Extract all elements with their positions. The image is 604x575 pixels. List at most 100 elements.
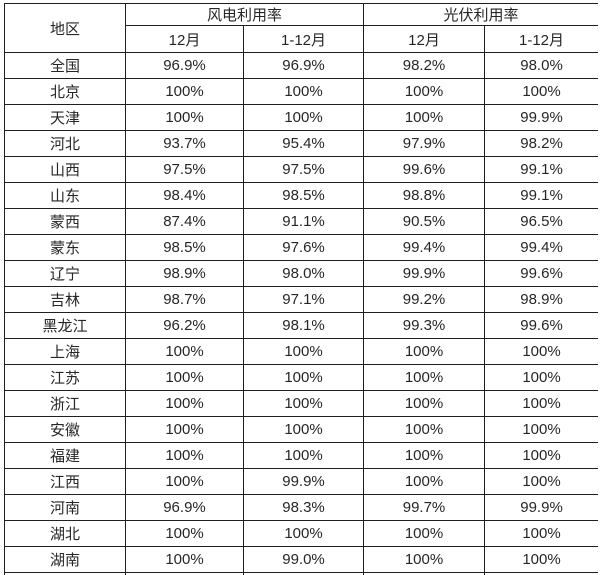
region-cell: 天津 (4, 104, 126, 131)
value-cell: 100% (242, 442, 365, 469)
table-row: 山西 97.5% 97.5% 99.6% 99.1% (4, 156, 598, 183)
value-cell: 98.4% (125, 182, 244, 209)
value-cell: 99.9% (484, 104, 598, 131)
region-cell: 蒙东 (4, 234, 126, 261)
value-cell: 99.7% (363, 494, 486, 521)
region-cell: 辽宁 (4, 260, 126, 287)
value-cell: 99.0% (242, 546, 365, 573)
region-cell: 浙江 (4, 390, 126, 417)
table-row: 江西 100% 99.9% 100% 100% (4, 468, 598, 495)
table-row: 河北 93.7% 95.4% 97.9% 98.2% (4, 130, 598, 157)
value-cell: 97.6% (242, 234, 365, 261)
table-row: 蒙西 87.4% 91.1% 90.5% 96.5% (4, 208, 598, 235)
value-cell: 98.0% (484, 52, 598, 79)
value-cell: 98.2% (484, 130, 598, 157)
value-cell: 99.9% (363, 260, 486, 287)
table-row: 天津 100% 100% 100% 99.9% (4, 104, 598, 131)
table-row: 江苏 100% 100% 100% 100% (4, 364, 598, 391)
value-cell: 100% (242, 78, 365, 105)
value-cell: 99.4% (484, 234, 598, 261)
table-row: 吉林 98.7% 97.1% 99.2% 98.9% (4, 286, 598, 313)
header-group-row: 地区 风电利用率 光伏利用率 (4, 3, 598, 53)
value-cell: 98.5% (242, 182, 365, 209)
value-cell: 100% (484, 546, 598, 573)
value-cell: 100% (125, 104, 244, 131)
table-row: 湖北 100% 100% 100% 100% (4, 520, 598, 547)
value-cell: 93.7% (125, 130, 244, 157)
region-cell: 上海 (4, 338, 126, 365)
value-cell: 100% (363, 520, 486, 547)
region-cell: 安徽 (4, 416, 126, 443)
value-cell: 100% (484, 390, 598, 417)
region-cell: 黑龙江 (4, 312, 126, 339)
value-cell: 100% (484, 442, 598, 469)
value-cell: 98.9% (484, 286, 598, 313)
value-cell: 98.8% (363, 182, 486, 209)
region-cell: 吉林 (4, 286, 126, 313)
value-cell: 100% (484, 364, 598, 391)
value-cell: 100% (125, 520, 244, 547)
value-cell: 100% (363, 442, 486, 469)
region-cell: 山西 (4, 156, 126, 183)
region-cell: 湖南 (4, 546, 126, 573)
value-cell: 100% (125, 546, 244, 573)
region-cell: 北京 (4, 78, 126, 105)
header-subcolumn-row: 12月 1-12月 12月 1-12月 (5, 25, 598, 53)
table-body: 全国 96.9% 96.9% 98.2% 98.0% 北京 100% 100% 100% 100%… (4, 52, 598, 575)
region-cell: 山东 (4, 182, 126, 209)
value-cell: 99.1% (484, 156, 598, 183)
table-row: 全国 96.9% 96.9% 98.2% 98.0% (4, 52, 598, 79)
value-cell: 95.4% (242, 130, 365, 157)
value-cell: 100% (363, 78, 486, 105)
table-row: 北京 100% 100% 100% 100% (4, 78, 598, 105)
value-cell: 100% (242, 364, 365, 391)
value-cell: 100% (363, 390, 486, 417)
value-cell: 87.4% (125, 208, 244, 235)
value-cell: 97.9% (363, 130, 486, 157)
value-cell: 97.5% (125, 156, 244, 183)
value-cell: 100% (363, 338, 486, 365)
partial-clipped-row (4, 572, 598, 575)
table-row: 湖南 100% 99.0% 100% 100% (4, 546, 598, 573)
value-cell: 100% (125, 78, 244, 105)
table-row: 黑龙江 96.2% 98.1% 99.3% 99.6% (4, 312, 598, 339)
value-cell: 99.9% (242, 468, 365, 495)
value-cell: 100% (484, 416, 598, 443)
value-cell: 99.9% (484, 494, 598, 521)
table-row: 山东 98.4% 98.5% 98.8% 99.1% (4, 182, 598, 209)
value-cell: 100% (125, 416, 244, 443)
value-cell: 100% (484, 520, 598, 547)
value-cell: 99.2% (363, 286, 486, 313)
table-row: 蒙东 98.5% 97.6% 99.4% 99.4% (4, 234, 598, 261)
value-cell: 98.9% (125, 260, 244, 287)
value-cell: 98.0% (242, 260, 365, 287)
table-row: 上海 100% 100% 100% 100% (4, 338, 598, 365)
value-cell: 100% (484, 338, 598, 365)
value-cell: 96.2% (125, 312, 244, 339)
utilization-rate-table: 地区 风电利用率 光伏利用率 12月 1-12月 12月 1-12月 全国 96.… (4, 3, 598, 575)
value-cell: 98.2% (363, 52, 486, 79)
value-cell: 100% (242, 104, 365, 131)
region-cell: 福建 (4, 442, 126, 469)
value-cell: 99.3% (363, 312, 486, 339)
solar-utilization-group-header: 光伏利用率 (363, 3, 598, 26)
region-cell: 河北 (4, 130, 126, 157)
value-cell: 98.1% (242, 312, 365, 339)
utilization-table-container: 地区 风电利用率 光伏利用率 12月 1-12月 12月 1-12月 全国 96.… (4, 3, 598, 575)
region-cell: 蒙西 (4, 208, 126, 235)
table-row: 浙江 100% 100% 100% 100% (4, 390, 598, 417)
table-row: 安徽 100% 100% 100% 100% (4, 416, 598, 443)
region-cell: 河南 (4, 494, 126, 521)
value-cell: 96.9% (125, 494, 244, 521)
value-cell: 100% (242, 520, 365, 547)
table-header: 地区 风电利用率 光伏利用率 12月 1-12月 12月 1-12月 (4, 3, 598, 53)
value-cell: 97.1% (242, 286, 365, 313)
value-cell: 99.4% (363, 234, 486, 261)
value-cell: 98.3% (242, 494, 365, 521)
solar-jan-dec-column-header: 1-12月 (484, 25, 598, 53)
region-column-header: 地区 (4, 3, 126, 53)
value-cell: 98.5% (125, 234, 244, 261)
value-cell: 99.1% (484, 182, 598, 209)
value-cell: 100% (242, 338, 365, 365)
value-cell: 100% (125, 468, 244, 495)
